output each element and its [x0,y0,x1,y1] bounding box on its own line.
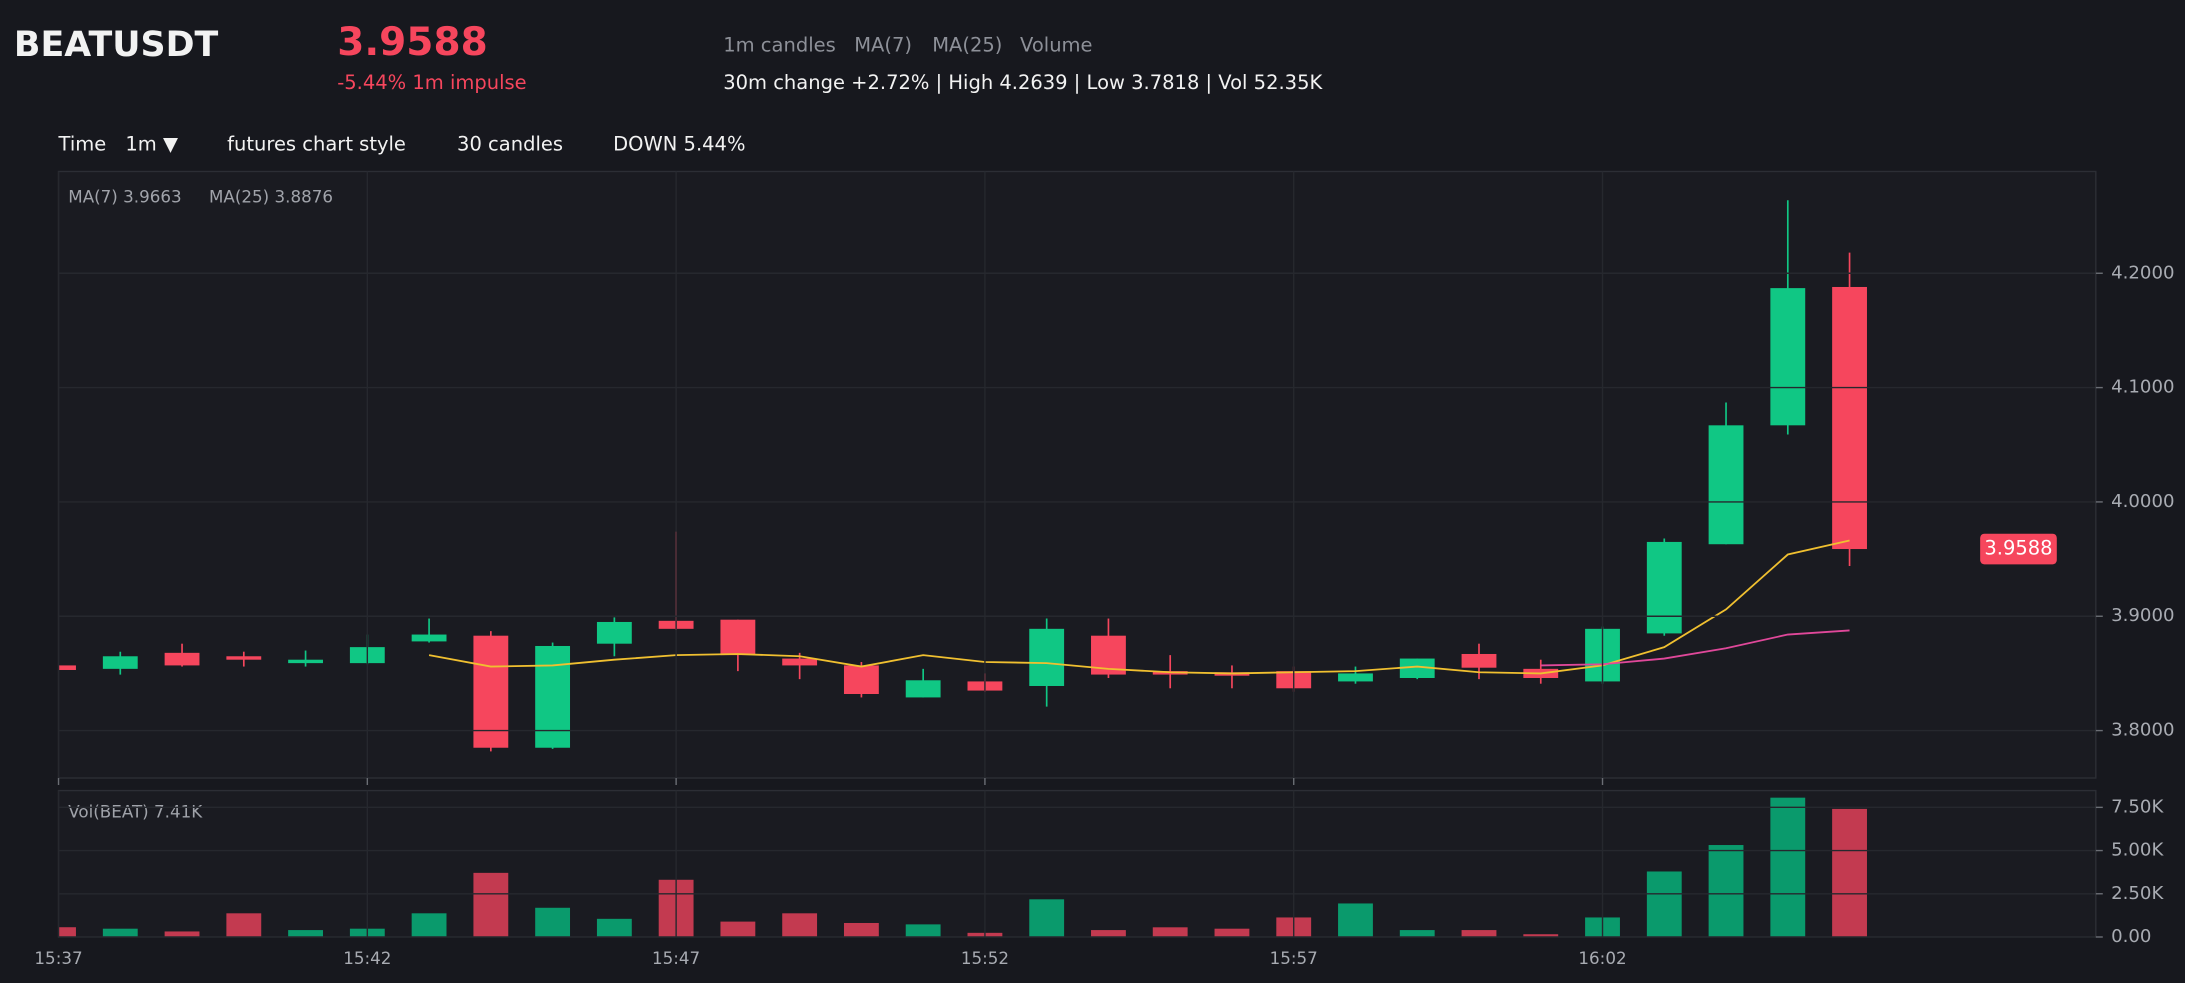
x-tick-label: 15:42 [343,948,391,968]
volume-bar [1214,928,1250,937]
y-tick-label: 4.2000 [2111,262,2174,283]
volume-bar [473,872,509,937]
legend-item: Volume [1020,34,1093,57]
candle-body [1338,673,1373,682]
candle-body [1461,653,1497,668]
x-tick-label: 15:47 [652,948,700,968]
x-tick-label: 15:37 [34,948,82,968]
volume-bar [782,913,818,937]
legend-item: MA(25) [932,34,1002,57]
y-tick-label: 2.50K [2111,883,2164,904]
price-panel [57,170,2097,779]
ma-legend: MA(25) 3.8876 [209,186,333,206]
candle-body [288,659,323,664]
volume-bar [720,921,756,937]
volume-bar [1152,927,1188,937]
stats: 30m change +2.72% | High 4.2639 | Low 3.… [723,71,1323,94]
candle-body [1029,628,1065,686]
volume-bar [226,913,262,937]
last-price: 3.9588 [337,20,488,65]
y-tick-label: 4.1000 [2111,377,2174,398]
candle-body [226,656,262,660]
ma-line [428,539,1850,675]
ma-line [1540,629,1850,667]
plot-area [58,200,1867,937]
candle-body [782,658,818,666]
x-tick-label: 15:52 [961,948,1009,968]
volume-bar [905,924,941,937]
candle-body [535,645,571,748]
chart-style[interactable]: futures chart style [227,133,406,156]
impulse: -5.44% 1m impulse [337,71,526,94]
volume-bar [1091,930,1126,937]
candle-body [473,635,509,748]
candle-body [1708,425,1744,545]
legend-item: MA(7) [854,34,912,57]
candle-body [58,665,76,670]
volume-bar [843,922,879,937]
volume-bar [1770,797,1806,937]
price-tag-label: 3.9588 [1984,537,2052,560]
candle-body [905,680,941,698]
volume-bar [411,913,447,937]
volume-bar [1029,899,1065,937]
y-tick-label: 3.8000 [2111,720,2174,741]
candle-body [102,656,138,669]
candle-count: 30 candles [457,133,563,156]
volume-legend: Vol(BEAT) 7.41K [68,801,203,821]
y-tick-label: 5.00K [2111,840,2164,861]
direction: DOWN 5.44% [613,133,745,156]
y-tick-label: 3.9000 [2111,605,2174,626]
volume-bar [596,918,632,937]
volume-bar [58,927,76,937]
volume-bar [164,931,200,937]
interval-select[interactable]: 1m ▼ [125,133,178,156]
candle-body [596,621,632,644]
volume-bar [102,928,138,937]
volume-bar [1708,845,1744,937]
y-tick-label: 4.0000 [2111,491,2174,512]
candle-body [164,652,200,666]
volume-bar [1646,871,1682,937]
legend-item: 1m candles [723,34,836,57]
y-tick-label: 7.50K [2111,796,2164,817]
candle-body [1770,288,1806,426]
volume-bar [1399,930,1435,937]
candle-body [843,665,879,694]
candle-body [1399,658,1435,678]
symbol: BEATUSDT [14,25,219,65]
x-tick-label: 16:02 [1578,948,1626,968]
ma-legend: MA(7) 3.9663 [68,186,181,206]
x-tick-label: 15:57 [1270,948,1318,968]
y-tick-label: 0.00 [2111,926,2151,947]
candle-body [720,619,756,656]
volume-bar [1461,930,1497,937]
volume-bar [535,907,571,937]
candle-body [1646,541,1682,634]
time-label: Time [58,133,107,156]
volume-bar [1338,903,1373,937]
volume-bar [1832,808,1867,937]
price-tag [1980,533,2057,565]
candle-body [411,634,447,642]
volume-bar [1523,934,1559,937]
volume-panel [57,789,2097,938]
volume-bar [288,930,323,937]
candle-body [1832,286,1867,550]
